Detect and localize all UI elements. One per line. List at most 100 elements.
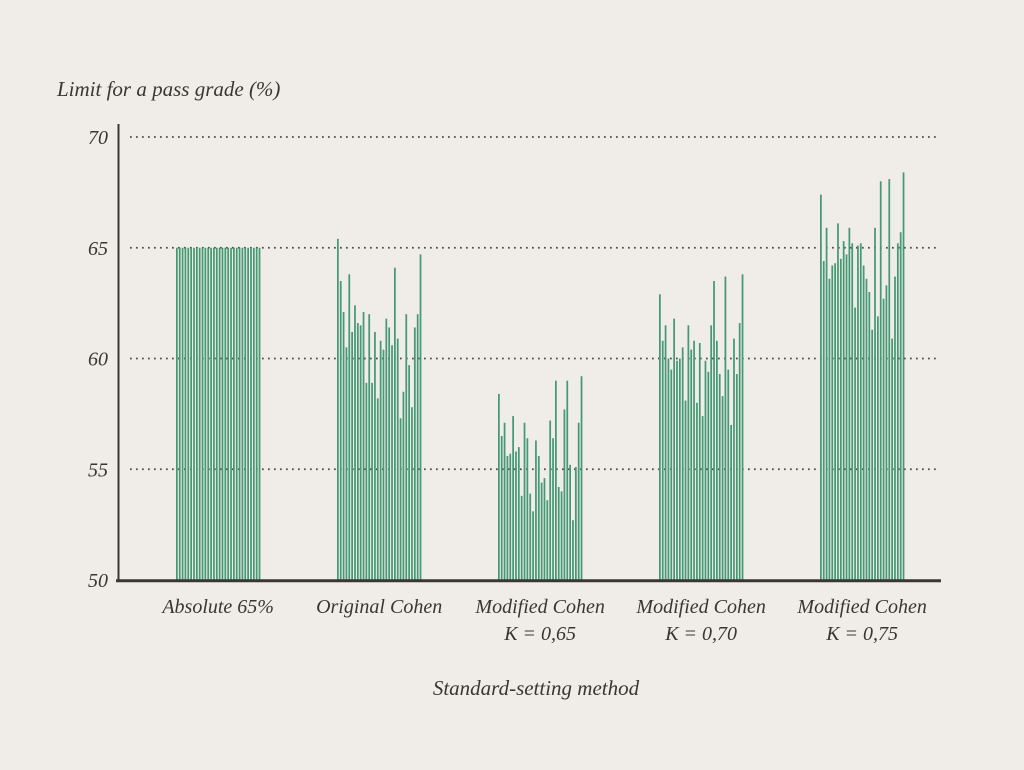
bar-group3-25 [566,380,569,581]
bar-group5-13 [854,307,856,581]
bar-group5-11 [848,227,851,581]
bar-group4-2 [661,340,664,581]
bar-group2-19 [388,327,391,581]
bar-group2-12 [368,314,371,581]
category-label-3-line1: Modified Cohen [474,596,604,618]
bar-group4-9 [681,347,684,581]
bar-group2-13 [371,382,373,581]
bar-group1-2 [178,247,181,581]
bar-group1-7 [193,247,195,581]
bar-group4-24 [724,276,727,581]
bar-group3-22 [557,486,560,581]
x-axis-title: Standard-setting method [433,676,640,700]
category-label-4-line1: Modified Cohen [635,596,765,618]
bar-group1-5 [187,247,190,581]
y-tick-label-70: 70 [88,127,108,149]
bar-group4-5 [670,369,673,581]
bar-group1-23 [238,247,241,581]
bar-group3-20 [552,438,554,581]
bar-group2-8 [356,323,359,581]
bar-group3-26 [569,464,571,581]
bar-group1-1 [176,247,178,581]
category-label-2-line1: Original Cohen [316,596,442,618]
bar-group2-5 [348,274,351,581]
bar-group2-7 [354,305,356,581]
bar-group2-9 [359,325,362,581]
bar-group4-17 [704,360,707,581]
bar-group4-27 [733,338,735,581]
bar-group3-16 [540,482,543,581]
bar-group3-24 [563,409,566,581]
bar-group4-10 [684,400,687,581]
bar-group1-10 [201,247,204,581]
bar-group5-5 [831,265,834,581]
bar-group1-20 [230,247,232,581]
bar-group4-20 [713,280,715,581]
bar-group1-3 [181,247,184,581]
bar-group3-15 [537,455,540,581]
bar-group5-3 [825,227,828,581]
bar-group3-19 [549,420,552,581]
y-tick-label-65: 65 [88,238,108,260]
bar-group5-7 [837,223,839,581]
bar-group2-20 [391,345,393,581]
bar-group5-20 [874,227,876,581]
bar-group5-22 [879,181,882,581]
category-label-5-line2: K = 0,75 [825,623,898,645]
bar-group5-12 [851,243,854,581]
bar-group4-22 [718,374,721,581]
bar-group5-15 [859,243,862,581]
bar-group2-18 [385,318,388,581]
bar-group4-4 [667,358,670,581]
bar-group4-30 [741,274,744,581]
bar-group2-10 [362,311,365,581]
bar-group4-14 [696,402,698,581]
bar-group2-23 [399,418,402,581]
bar-group1-14 [213,247,215,581]
bar-group5-27 [894,276,896,581]
bar-group4-6 [673,318,675,581]
bar-group5-28 [896,243,899,581]
bar-group4-29 [738,323,741,581]
bar-group2-4 [345,347,348,581]
bar-group4-12 [690,349,693,581]
bar-group1-30 [258,247,261,581]
bar-group3-5 [509,453,512,581]
bar-group1-12 [207,247,210,581]
bar-group5-25 [888,179,891,581]
bar-group4-3 [664,325,667,581]
bar-group2-25 [405,314,408,581]
bar-group4-28 [735,374,738,581]
bar-group3-8 [517,447,520,581]
bar-group5-17 [865,278,868,581]
bar-group1-25 [244,247,247,581]
bar-group1-28 [252,247,255,581]
bar-group2-21 [394,267,396,581]
bar-group2-17 [382,349,385,581]
bar-group2-26 [408,365,410,581]
bar-group1-11 [204,247,207,581]
bar-group2-27 [411,407,413,581]
bar-group1-29 [255,247,258,581]
bar-group3-12 [529,493,532,581]
bar-group3-4 [506,455,509,581]
bar-group2-6 [351,331,353,581]
bar-group4-8 [678,358,681,581]
category-label-3-line2: K = 0,65 [503,623,576,645]
bar-group5-29 [899,232,902,581]
bar-group3-17 [543,478,546,581]
bar-group5-23 [882,298,885,581]
bar-group4-25 [727,369,730,581]
bar-group4-1 [659,294,661,581]
bar-group3-21 [555,380,557,581]
bar-group4-13 [693,340,695,581]
bar-group5-16 [862,265,865,581]
bar-group3-11 [526,438,529,581]
bar-group3-13 [532,511,534,581]
bar-group2-29 [416,314,419,581]
bar-group2-3 [342,311,345,581]
bar-group3-7 [515,451,517,581]
bar-group2-30 [419,254,422,581]
